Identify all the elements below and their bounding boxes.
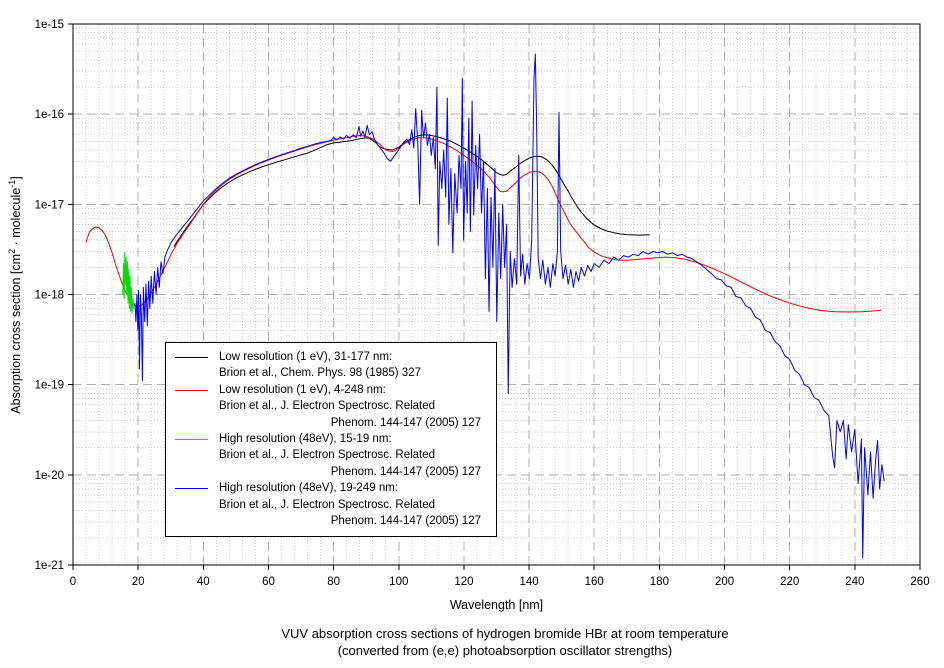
x-tick-label: 80 (327, 576, 340, 588)
legend-ref: Brion et al., J. Electron Spectrosc. Rel… (219, 449, 436, 462)
legend-entry-blue: High resolution (48eV), 19-249 nm: Brion… (173, 480, 496, 529)
y-tick-label: 1e-16 (35, 109, 64, 121)
x-tick-label: 0 (70, 576, 76, 588)
y-tick-label: 1e-17 (35, 199, 64, 211)
figure-caption: VUV absorption cross sections of hydroge… (0, 625, 944, 659)
x-tick-label: 140 (519, 576, 538, 588)
legend-sample-black-line (175, 357, 208, 358)
legend-sample-blue-line (175, 488, 208, 490)
series-line-3 (134, 53, 885, 559)
y-tick-label: 1e-19 (35, 380, 64, 392)
legend-ref: Phenom. 144-147 (2005) 127 (330, 515, 481, 528)
series-line-0 (173, 134, 650, 247)
legend-box: Low resolution (1 eV), 31-177 nm: Brion … (165, 342, 497, 537)
legend-label: High resolution (48eV), 19-249 nm: (219, 482, 398, 495)
y-axis-title: Absorption cross section [cm2 · molecule… (7, 176, 23, 413)
y-axis-title-sup-1: -1 (7, 179, 17, 188)
y-tick-label: 1e-21 (35, 560, 64, 572)
series-line-2 (122, 252, 135, 314)
x-tick-label: 200 (715, 576, 734, 588)
y-tick-label: 1e-15 (35, 19, 64, 31)
x-tick-label: 40 (197, 576, 210, 588)
x-tick-label: 180 (650, 576, 669, 588)
legend-ref: Phenom. 144-147 (2005) 127 (330, 416, 481, 429)
x-tick-label: 260 (910, 576, 929, 588)
y-axis-title-text: Absorption cross section [cm (9, 253, 23, 414)
x-tick-label: 20 (132, 576, 145, 588)
x-tick-label: 100 (389, 576, 408, 588)
x-axis-title: Wavelength [nm] (449, 598, 544, 612)
y-axis-title-sup2: 2 (7, 248, 17, 254)
x-tick-label: 120 (454, 576, 473, 588)
legend-ref: Brion et al., J. Electron Spectrosc. Rel… (219, 400, 436, 413)
y-axis-title-post: ] (9, 176, 23, 180)
x-tick-label: 60 (262, 576, 275, 588)
legend-ref: Brion et al., Chem. Phys. 98 (1985) 327 (219, 367, 421, 380)
x-tick-label: 240 (845, 576, 864, 588)
legend-sample-green-line (175, 439, 208, 441)
y-axis-title-mid: · molecule (9, 187, 23, 249)
legend-entry-red: Low resolution (1 eV), 4-248 nm: Brion e… (173, 382, 496, 431)
legend-label: Low resolution (1 eV), 4-248 nm: (219, 383, 386, 396)
caption-line-2: (converted from (e,e) photoabsorption os… (337, 643, 673, 658)
y-tick-label: 1e-20 (35, 470, 64, 482)
legend-entry-green: High resolution (48eV), 15-19 nm: Brion … (173, 431, 496, 480)
legend-label: High resolution (48eV), 15-19 nm: (219, 433, 392, 446)
y-tick-label: 1e-18 (35, 290, 64, 302)
legend-ref: Brion et al., J. Electron Spectrosc. Rel… (219, 498, 436, 511)
legend-entry-black: Low resolution (1 eV), 31-177 nm: Brion … (173, 349, 496, 382)
series-line-1 (85, 135, 881, 313)
x-tick-label: 160 (585, 576, 604, 588)
legend-sample-red-line (175, 389, 208, 391)
caption-line-1: VUV absorption cross sections of hydroge… (281, 626, 729, 641)
legend-label: Low resolution (1 eV), 31-177 nm: (219, 351, 393, 363)
legend-ref: Phenom. 144-147 (2005) 127 (330, 465, 481, 478)
x-tick-label: 220 (780, 576, 799, 588)
